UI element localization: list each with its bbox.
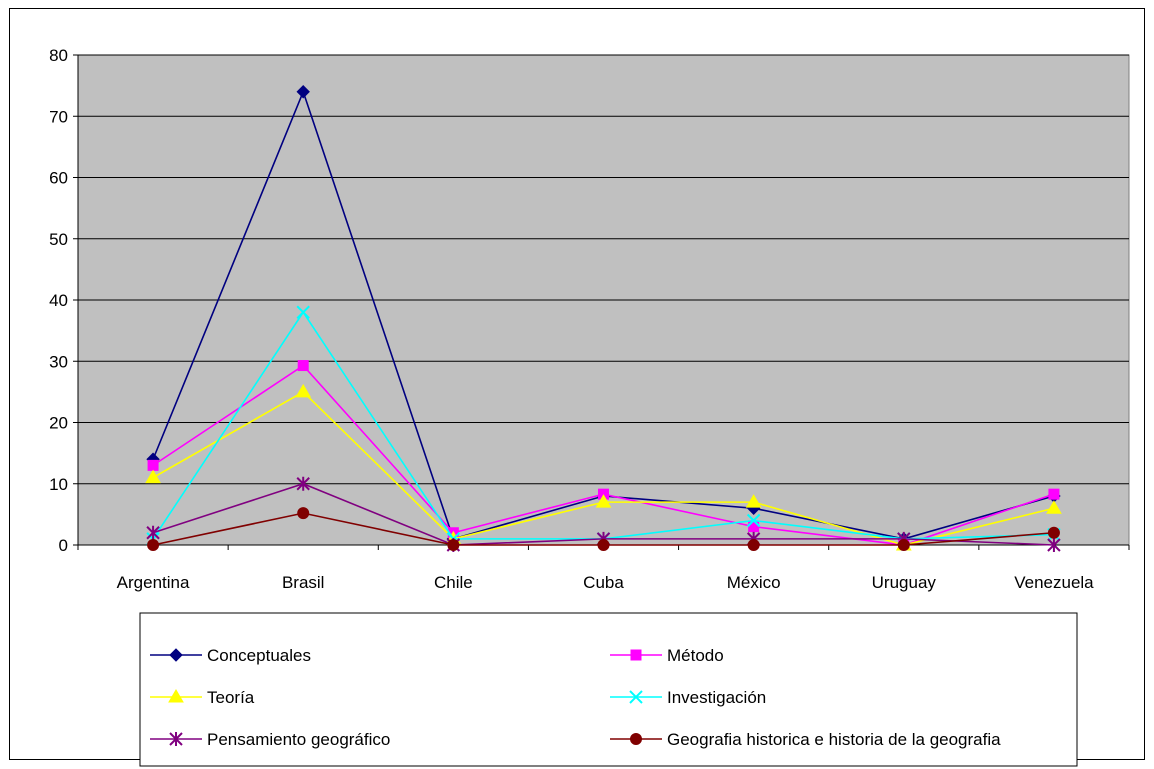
- y-tick-label: 10: [49, 475, 68, 494]
- series-3-point: [145, 469, 161, 484]
- legend-item-2-marker: [630, 649, 642, 661]
- legend-item-4-label: Investigación: [667, 688, 766, 707]
- series-1-point: [296, 85, 310, 99]
- legend-item-5-label: Pensamiento geográfico: [207, 730, 390, 749]
- series-5-point: [1047, 538, 1061, 552]
- x-tick-label: México: [727, 573, 781, 592]
- y-tick-label: 70: [49, 107, 68, 126]
- legend-item-3-label: Teoría: [207, 688, 255, 707]
- series-3-point: [295, 383, 312, 398]
- legend-item-3-marker: [168, 689, 184, 703]
- x-tick-label: Uruguay: [872, 573, 937, 592]
- series-4-point: [296, 305, 310, 319]
- series-6-point: [447, 539, 460, 551]
- legend-item-2-label: Método: [667, 646, 724, 665]
- legend-box: [139, 612, 1078, 767]
- series-3-point: [1046, 500, 1062, 514]
- series-5-point: [146, 525, 160, 540]
- legend-item-1-label: Conceptuales: [207, 646, 311, 665]
- series-6-point: [1047, 526, 1060, 539]
- series-6-point: [297, 507, 310, 520]
- legend-item-6-label: Geografia historica e historia de la geo…: [667, 730, 1001, 749]
- series-3-point: [595, 494, 612, 508]
- series-6-point: [597, 539, 610, 551]
- legend-item-6-marker: [630, 733, 642, 745]
- legend-item-1-marker: [169, 648, 183, 662]
- y-tick-label: 80: [49, 46, 68, 65]
- x-tick-label: Cuba: [583, 573, 624, 592]
- series-6-point: [897, 539, 910, 551]
- x-tick-label: Venezuela: [1014, 573, 1094, 592]
- y-tick-label: 30: [49, 352, 68, 371]
- series-4-point: [746, 513, 761, 528]
- y-tick-label: 60: [49, 169, 68, 188]
- series-2-point: [297, 360, 309, 372]
- series-2-point: [1048, 488, 1060, 500]
- legend-item-5-marker: [169, 732, 183, 746]
- series-5-point: [296, 476, 310, 491]
- series-2-point: [147, 459, 159, 471]
- x-tick-label: Brasil: [282, 573, 325, 592]
- series-6-point: [747, 539, 760, 551]
- x-tick-label: Argentina: [117, 573, 190, 592]
- y-tick-label: 40: [49, 291, 68, 310]
- legend-item-4-marker: [629, 690, 643, 704]
- x-tick-label: Chile: [434, 573, 473, 592]
- y-tick-label: 50: [49, 230, 68, 249]
- series-3-point: [745, 494, 762, 508]
- y-tick-label: 20: [49, 414, 68, 433]
- y-tick-label: 0: [59, 536, 68, 555]
- series-6-point: [147, 539, 160, 551]
